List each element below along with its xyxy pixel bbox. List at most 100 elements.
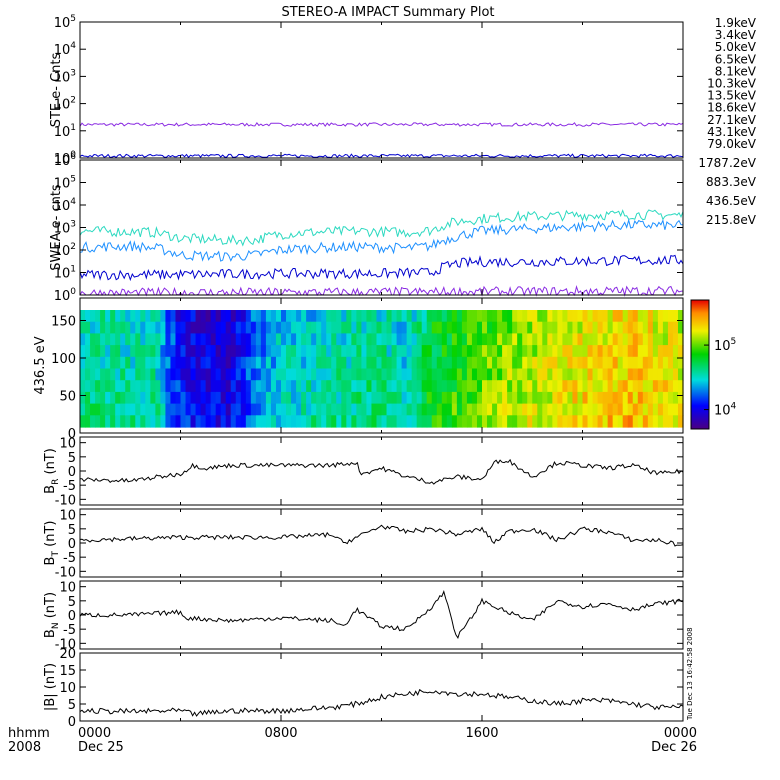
spectrogram-cell bbox=[286, 403, 292, 416]
spectrogram-cell bbox=[642, 321, 649, 334]
spectrogram-cell bbox=[652, 321, 659, 334]
spectrogram-cell bbox=[331, 368, 337, 381]
spectrogram-cell bbox=[617, 380, 624, 393]
spectrogram-cell bbox=[411, 321, 418, 334]
spectrogram-cell bbox=[140, 321, 146, 334]
spectrogram-cell bbox=[331, 391, 337, 405]
spectrogram-cell bbox=[476, 403, 483, 416]
spectrogram-cell bbox=[296, 391, 302, 405]
spectrogram-cell bbox=[622, 391, 629, 405]
panel-frame-bt bbox=[79, 508, 684, 578]
spectrogram-cell bbox=[225, 356, 232, 370]
spectrogram-cell bbox=[542, 345, 548, 358]
spectrogram-cell bbox=[195, 391, 202, 405]
spectrogram-cell bbox=[492, 415, 498, 428]
spectrogram-cell bbox=[411, 356, 418, 370]
spectrogram-cell bbox=[572, 333, 579, 346]
spectrogram-cell bbox=[281, 345, 287, 358]
spectrogram-cell bbox=[346, 333, 352, 346]
spectrogram-cell bbox=[527, 321, 533, 334]
spectrogram-cell bbox=[210, 368, 217, 381]
spectrogram-cell bbox=[482, 415, 488, 428]
spectrogram-cell bbox=[376, 345, 383, 358]
spectrogram-cell bbox=[396, 310, 403, 323]
spectrogram-cell bbox=[240, 333, 247, 346]
spectrogram-cell bbox=[260, 403, 267, 416]
spectrogram-cell bbox=[662, 391, 669, 405]
spectrogram-cell bbox=[120, 368, 126, 381]
spectrogram-cell bbox=[411, 333, 418, 346]
spectrogram-cell bbox=[587, 333, 594, 346]
spectrogram-cell bbox=[120, 310, 126, 323]
spectrogram-cell bbox=[155, 356, 162, 370]
spectrogram-cell bbox=[431, 356, 438, 370]
spectrogram-cell bbox=[250, 368, 257, 381]
spectrogram-cell bbox=[150, 321, 156, 334]
spectrogram-cell bbox=[326, 403, 332, 416]
spectrogram-cell bbox=[522, 368, 528, 381]
spectrogram-cell bbox=[582, 415, 589, 428]
spectrogram-cell bbox=[110, 391, 116, 405]
spectrogram-cell bbox=[331, 333, 337, 346]
spectrogram-cell bbox=[652, 310, 659, 323]
spectrogram-cell bbox=[130, 345, 136, 358]
spectrogram-cell bbox=[602, 345, 609, 358]
spectrogram-cell bbox=[667, 345, 674, 358]
spectrogram-cell bbox=[517, 333, 523, 346]
spectrogram-cell bbox=[431, 310, 438, 323]
spectrogram-cell bbox=[160, 380, 167, 393]
spectrogram-cell bbox=[195, 380, 202, 393]
spectrogram-cell bbox=[567, 321, 574, 334]
spectrogram-cell bbox=[170, 345, 177, 358]
spectrogram-cell bbox=[230, 345, 237, 358]
spectrogram-cell bbox=[180, 368, 187, 381]
spectrogram-cell bbox=[446, 403, 453, 416]
spectrogram-cell bbox=[160, 368, 167, 381]
colorbar-tick-label: 104 bbox=[714, 402, 737, 419]
spectrogram-cell bbox=[567, 333, 574, 346]
spectrogram-cell bbox=[85, 333, 91, 346]
spectrogram-cell bbox=[125, 380, 131, 393]
spectrogram-cell bbox=[476, 321, 483, 334]
spectrogram-cell bbox=[492, 368, 498, 381]
legend-entry: 436.5eV bbox=[706, 194, 757, 208]
spectrogram-cell bbox=[627, 403, 634, 416]
y-tick-label: 5 bbox=[68, 451, 76, 466]
spectrogram-cell bbox=[326, 368, 332, 381]
spectrogram-cell bbox=[145, 356, 151, 370]
spectrogram-cell bbox=[396, 333, 403, 346]
spectrogram-cell bbox=[476, 380, 483, 393]
spectrogram-cell bbox=[482, 403, 488, 416]
spectrogram-cell bbox=[296, 333, 302, 346]
spectrogram-cell bbox=[160, 356, 167, 370]
spectrogram-cell bbox=[286, 356, 292, 370]
spectrogram-cell bbox=[115, 310, 121, 323]
spectrogram-cell bbox=[607, 321, 614, 334]
spectrogram-cell bbox=[466, 321, 473, 334]
legend-entry: 13.5keV bbox=[707, 89, 757, 103]
spectrogram-cell bbox=[471, 415, 478, 428]
spectrogram-cell bbox=[80, 345, 86, 358]
spectrogram-cell bbox=[275, 356, 282, 370]
spectrogram-cell bbox=[391, 333, 398, 346]
spectrogram-cell bbox=[386, 321, 393, 334]
spectrogram-cell bbox=[165, 380, 172, 393]
spectrogram-cell bbox=[356, 345, 363, 358]
spectrogram-cell bbox=[476, 415, 483, 428]
spectrogram-cell bbox=[110, 368, 116, 381]
spectrogram-cell bbox=[245, 415, 252, 428]
spectrogram-cell bbox=[180, 321, 187, 334]
spectrogram-cell bbox=[667, 368, 674, 381]
spectrogram-cell bbox=[456, 356, 463, 370]
spectrogram-cell bbox=[145, 380, 151, 393]
spectrogram-cell bbox=[225, 310, 232, 323]
spectrogram-cell bbox=[85, 403, 91, 416]
legend-entry: 18.6keV bbox=[707, 101, 757, 115]
spectrogram-cell bbox=[642, 415, 649, 428]
spectrogram-cell bbox=[195, 345, 202, 358]
spectrogram-cell bbox=[235, 356, 242, 370]
spectrogram-cell bbox=[677, 403, 684, 416]
y-axis-label-ste: STE e- Cnts bbox=[49, 52, 64, 127]
spectrogram-cell bbox=[557, 310, 564, 323]
